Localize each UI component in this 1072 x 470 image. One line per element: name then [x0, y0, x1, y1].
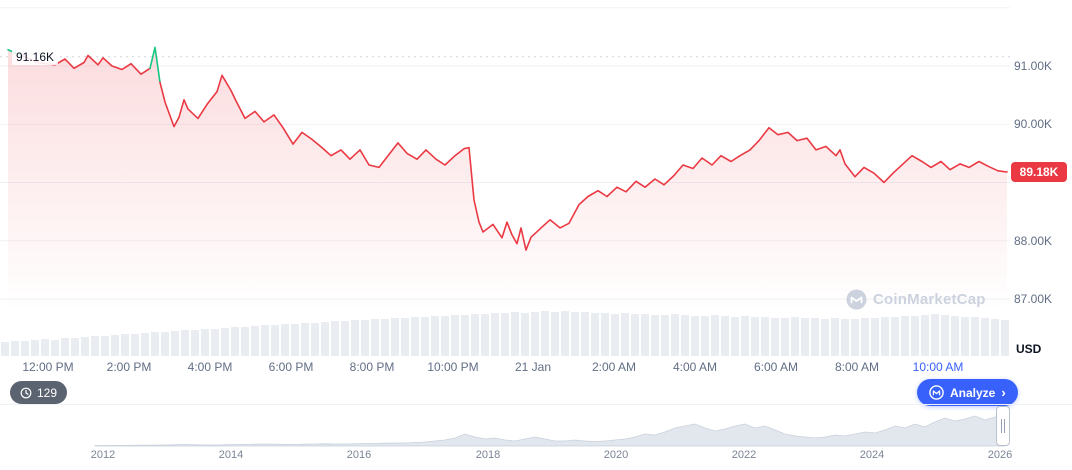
main-price-chart[interactable]	[0, 0, 1072, 360]
year-tick-label: 2022	[731, 449, 757, 461]
x-axis-tick-label: 6:00 PM	[268, 360, 314, 374]
history-count-value: 129	[37, 385, 58, 400]
x-axis-tick-label: 21 Jan	[514, 360, 552, 374]
year-tick-label: 2012	[90, 449, 116, 461]
range-selector-chart[interactable]	[0, 404, 1072, 448]
x-axis-tick-label: 4:00 AM	[672, 360, 718, 374]
watermark-text: CoinMarketCap	[873, 291, 986, 308]
analyze-button[interactable]: Analyze ›	[917, 379, 1018, 406]
analyze-button-label: Analyze	[950, 385, 996, 400]
year-tick-label: 2016	[346, 449, 372, 461]
coinmarketcap-logo-icon	[929, 385, 944, 400]
current-price-badge: 89.18K	[1011, 162, 1067, 182]
y-axis-tick-label: 90.00K	[1014, 117, 1053, 131]
coinmarketcap-logo-icon	[846, 289, 867, 310]
x-axis-tick-label: 2:00 PM	[106, 360, 152, 374]
range-selector-handle[interactable]	[996, 406, 1010, 446]
currency-unit-label: USD	[1016, 342, 1042, 356]
year-tick-label: 2018	[475, 449, 501, 461]
mini-chart-divider	[0, 404, 1072, 405]
history-count-badge[interactable]: 129	[10, 381, 68, 404]
x-axis-tick-label: 4:00 PM	[187, 360, 233, 374]
x-axis-tick-label: 8:00 PM	[349, 360, 395, 374]
year-tick-label: 2020	[603, 449, 629, 461]
y-axis-tick-label: 87.00K	[1014, 292, 1053, 306]
x-axis-tick-label: 6:00 AM	[753, 360, 799, 374]
year-tick-label: 2014	[218, 449, 244, 461]
chevron-right-icon: ›	[1001, 385, 1006, 400]
x-axis-tick-label: 2:00 AM	[591, 360, 637, 374]
year-tick-label: 2024	[859, 449, 885, 461]
y-axis-tick-label: 88.00K	[1014, 234, 1053, 248]
x-axis-tick-label: 10:00 PM	[427, 360, 479, 374]
x-axis-tick-label: 12:00 PM	[22, 360, 74, 374]
clock-icon	[20, 387, 32, 398]
year-tick-label: 2026	[987, 449, 1013, 461]
y-axis-tick-label: 91.00K	[1014, 59, 1053, 73]
open-price-label: 91.16K	[12, 49, 59, 65]
watermark: CoinMarketCap	[846, 289, 986, 310]
x-axis-tick-label: 10:00 AM	[912, 360, 964, 374]
x-axis-tick-label: 8:00 AM	[834, 360, 880, 374]
